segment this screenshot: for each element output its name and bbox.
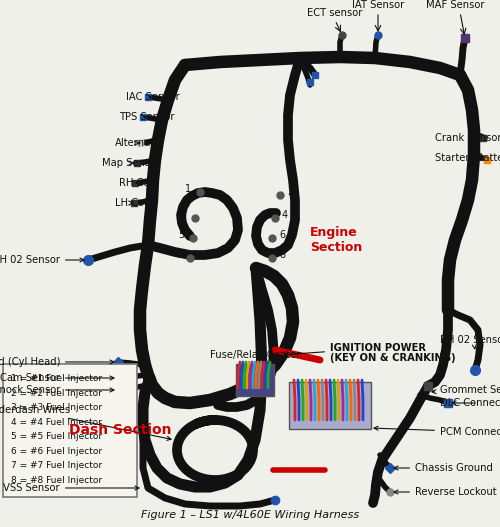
Text: 6: 6 bbox=[279, 230, 285, 240]
Text: 5 = #5 Fuel Injector: 5 = #5 Fuel Injector bbox=[11, 432, 102, 441]
Text: Crank Sensor: Crank Sensor bbox=[435, 133, 500, 143]
Text: IGNITION POWER: IGNITION POWER bbox=[284, 343, 426, 356]
Text: Reverse Lockout: Reverse Lockout bbox=[394, 487, 496, 497]
Text: 4: 4 bbox=[282, 210, 288, 220]
Text: PCM Connectors: PCM Connectors bbox=[374, 426, 500, 437]
Text: RH 02 Sensor: RH 02 Sensor bbox=[440, 335, 500, 349]
FancyBboxPatch shape bbox=[236, 364, 274, 396]
Text: Underdash Wires: Underdash Wires bbox=[0, 405, 171, 441]
Text: Starter (Battery): Starter (Battery) bbox=[435, 153, 500, 163]
Text: 1 = #1 Fuel Injector: 1 = #1 Fuel Injector bbox=[11, 374, 102, 383]
Text: (KEY ON & CRANKING): (KEY ON & CRANKING) bbox=[330, 353, 456, 363]
Text: IAC Sensor: IAC Sensor bbox=[126, 92, 180, 102]
Text: 2 = #2 Fuel Injector: 2 = #2 Fuel Injector bbox=[11, 389, 102, 398]
Text: 7 = #7 Fuel Injector: 7 = #7 Fuel Injector bbox=[11, 461, 102, 470]
Text: Alternator: Alternator bbox=[115, 138, 165, 148]
Text: Dash Section: Dash Section bbox=[69, 423, 171, 437]
Text: Fuse/Relay Center: Fuse/Relay Center bbox=[210, 350, 300, 360]
Text: 7: 7 bbox=[175, 250, 181, 260]
FancyBboxPatch shape bbox=[3, 364, 137, 497]
Text: Ground (Cyl Head): Ground (Cyl Head) bbox=[0, 357, 114, 367]
Text: VSS Sensor: VSS Sensor bbox=[4, 483, 139, 493]
Text: 6 = #6 Fuel Injector: 6 = #6 Fuel Injector bbox=[11, 447, 102, 456]
Text: Grommet Seal: Grommet Seal bbox=[432, 385, 500, 395]
Text: Cam Sensor: Cam Sensor bbox=[0, 373, 114, 383]
Text: Chassis Ground: Chassis Ground bbox=[394, 463, 493, 473]
Text: 4 = #4 Fuel Injector: 4 = #4 Fuel Injector bbox=[11, 418, 102, 427]
Text: Knock Sensor: Knock Sensor bbox=[0, 385, 114, 395]
Text: Figure 1 – LS1 w/4L60E Wiring Harness: Figure 1 – LS1 w/4L60E Wiring Harness bbox=[141, 510, 359, 520]
Text: Map Sensor: Map Sensor bbox=[102, 158, 160, 168]
FancyBboxPatch shape bbox=[289, 382, 371, 429]
Text: RH Coil: RH Coil bbox=[119, 178, 155, 188]
Text: TPS Sensor: TPS Sensor bbox=[120, 112, 175, 122]
Text: 5: 5 bbox=[178, 230, 184, 240]
Text: 8: 8 bbox=[279, 250, 285, 260]
Text: IAT Sensor: IAT Sensor bbox=[352, 0, 404, 10]
Text: 1: 1 bbox=[185, 184, 191, 194]
Text: 8 = #8 Fuel Injector: 8 = #8 Fuel Injector bbox=[11, 476, 102, 485]
Text: 3: 3 bbox=[180, 210, 186, 220]
Text: MAF Sensor: MAF Sensor bbox=[426, 0, 484, 10]
Text: LH 02 Sensor: LH 02 Sensor bbox=[0, 255, 84, 265]
Text: ECT sensor: ECT sensor bbox=[308, 8, 362, 18]
Text: 3 = #3 Fuel Injector: 3 = #3 Fuel Injector bbox=[11, 403, 102, 412]
Text: 2: 2 bbox=[287, 187, 293, 197]
Text: DLC Connector: DLC Connector bbox=[440, 398, 500, 408]
Text: Engine
Section: Engine Section bbox=[310, 226, 362, 254]
Text: LH Coil: LH Coil bbox=[115, 198, 150, 208]
